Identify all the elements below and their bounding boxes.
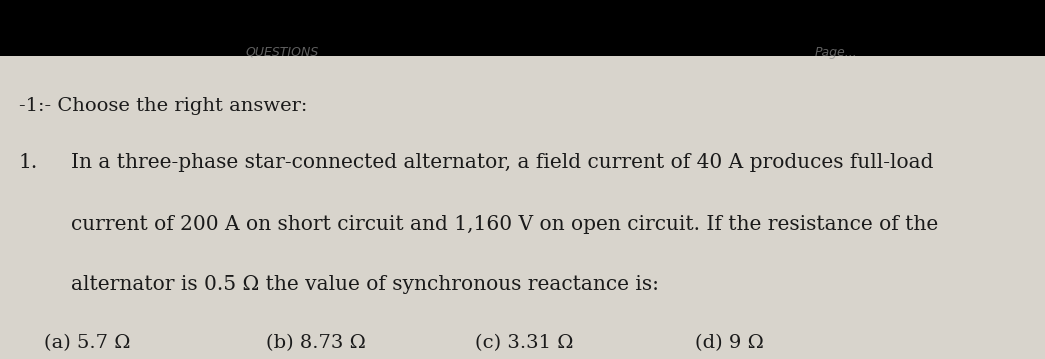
Text: QUESTIONS: QUESTIONS (246, 46, 319, 59)
Text: In a three-phase star-connected alternator, a field current of 40 A produces ful: In a three-phase star-connected alternat… (71, 153, 933, 172)
Text: (c) 3.31 Ω: (c) 3.31 Ω (475, 334, 574, 352)
Text: (a) 5.7 Ω: (a) 5.7 Ω (44, 334, 131, 352)
Text: -1:- Choose the right answer:: -1:- Choose the right answer: (19, 97, 307, 115)
Text: Page...: Page... (815, 46, 857, 59)
Text: (d) 9 Ω: (d) 9 Ω (695, 334, 764, 352)
Text: alternator is 0.5 Ω the value of synchronous reactance is:: alternator is 0.5 Ω the value of synchro… (71, 275, 659, 294)
Text: 1.: 1. (19, 153, 38, 172)
Text: current of 200 A on short circuit and 1,160 V on open circuit. If the resistance: current of 200 A on short circuit and 1,… (71, 215, 938, 234)
Text: (b) 8.73 Ω: (b) 8.73 Ω (266, 334, 367, 352)
Bar (0, 0, 1045, 56)
